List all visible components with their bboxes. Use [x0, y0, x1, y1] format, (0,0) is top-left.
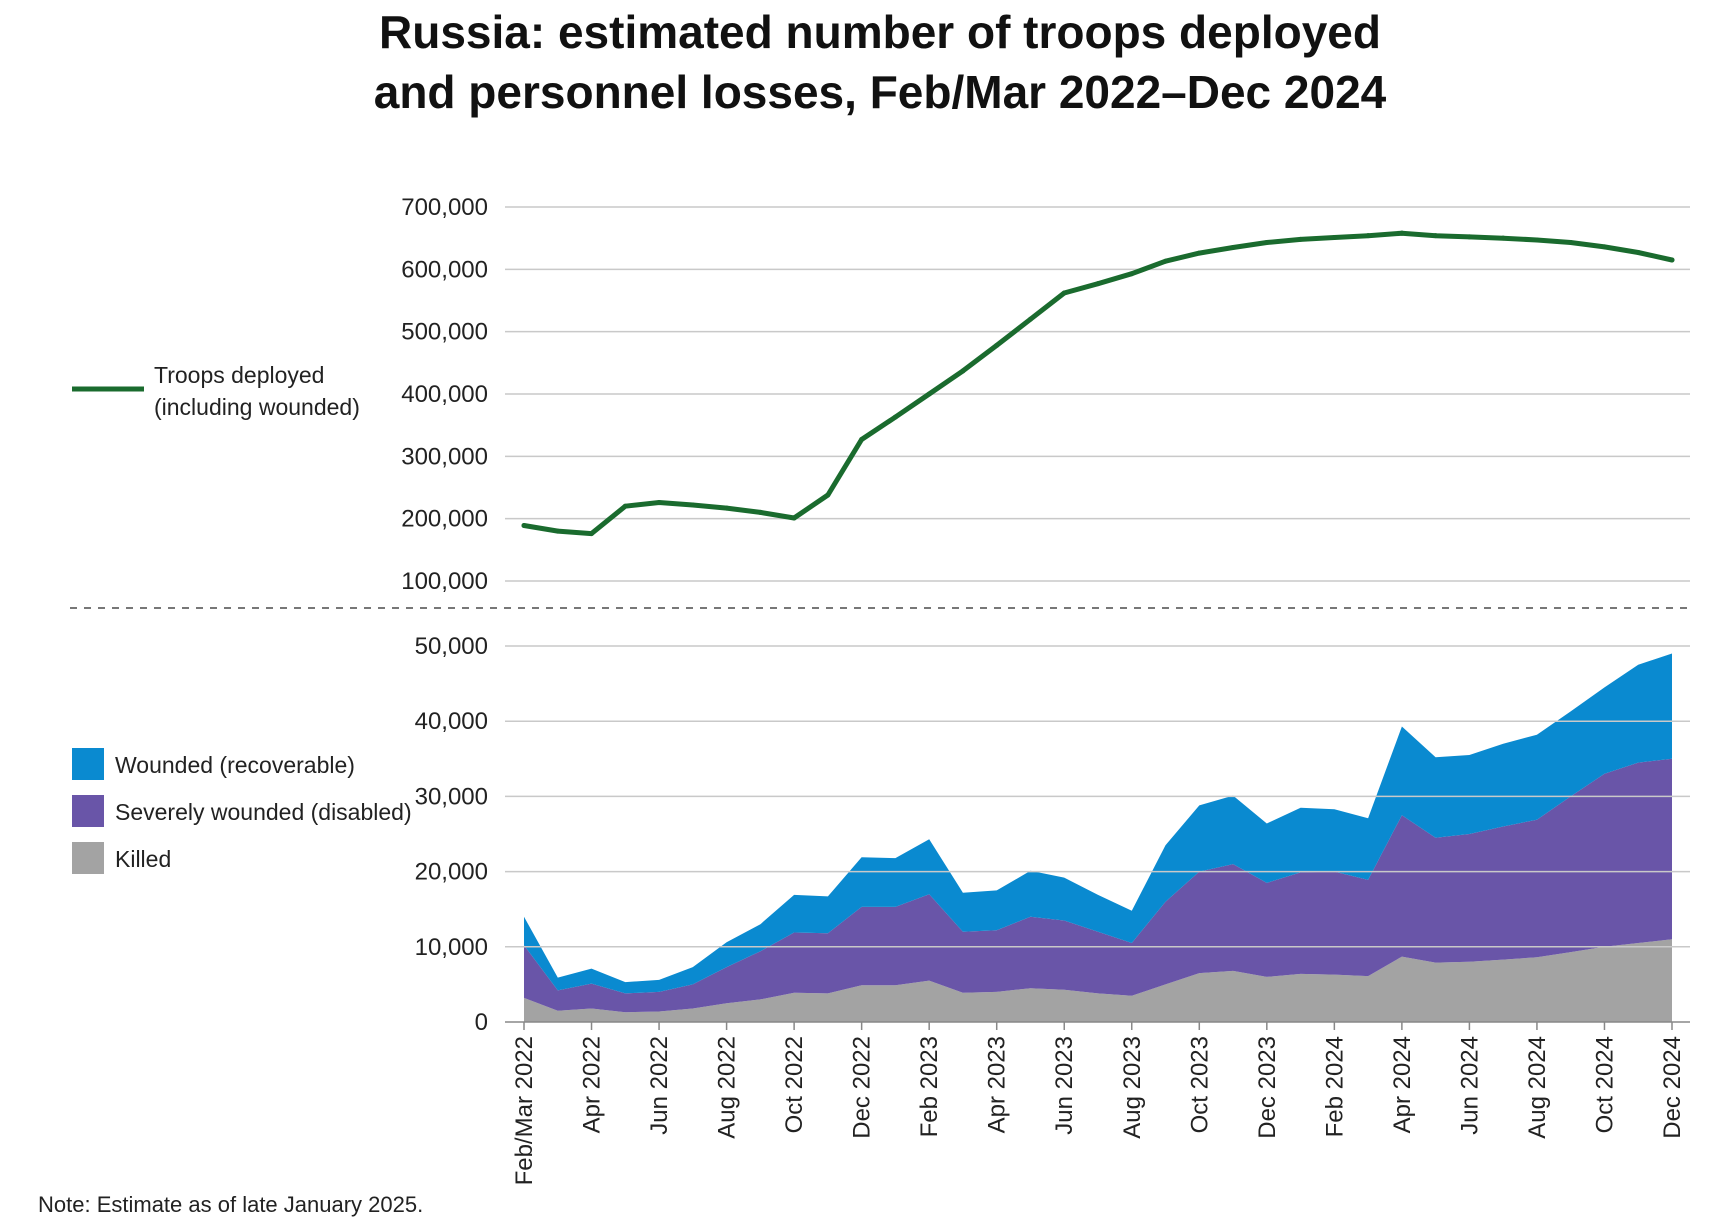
x-tick-label: Aug 2022 — [714, 1036, 741, 1139]
legend-troops-deployed: Troops deployed (including wounded) — [72, 362, 360, 420]
x-tick-label: Oct 2022 — [781, 1036, 808, 1133]
troops-deployed-line — [521, 230, 1675, 537]
top-y-tick-label: 100,000 — [401, 568, 488, 595]
troops-deployed-point — [1365, 233, 1371, 239]
troops-deployed-point — [892, 414, 898, 420]
bottom-y-tick-label: 50,000 — [415, 633, 488, 660]
troops-deployed-point — [690, 502, 696, 508]
legend-label-killed: Killed — [115, 846, 171, 872]
troops-deployed-point — [1129, 271, 1135, 277]
wounded-area — [524, 653, 1672, 994]
bottom-y-tick-label: 40,000 — [415, 708, 488, 735]
troops-deployed-point — [1399, 230, 1405, 236]
x-tick-label: Jun 2023 — [1051, 1036, 1078, 1135]
severely-wounded-area — [524, 758, 1672, 1013]
legend-troops-label-2: (including wounded) — [154, 394, 360, 420]
bottom-y-tick-label: 20,000 — [415, 859, 488, 886]
x-tick-label: Aug 2024 — [1524, 1036, 1551, 1139]
troops-deployed-point — [1061, 290, 1067, 296]
troops-deployed-point — [1669, 257, 1675, 263]
x-tick-label: Jun 2024 — [1456, 1036, 1483, 1135]
bottom-panel-series — [524, 653, 1672, 1022]
troops-deployed-point — [1635, 250, 1641, 256]
troops-deployed-point — [859, 437, 865, 443]
x-tick-label: Apr 2024 — [1389, 1036, 1416, 1133]
killed-area — [524, 939, 1672, 1022]
x-tick-label: Feb/Mar 2022 — [511, 1036, 538, 1185]
troops-deployed-point — [994, 342, 1000, 348]
chart-note: Note: Estimate as of late January 2025. — [38, 1192, 423, 1217]
x-tick-label: Feb 2024 — [1321, 1036, 1348, 1137]
legend-swatch-killed — [72, 842, 104, 874]
top-y-tick-label: 200,000 — [401, 506, 488, 533]
chart-title-line-1: Russia: estimated number of troops deplo… — [379, 6, 1381, 58]
bottom-panel-gridlines — [505, 645, 1690, 1023]
troops-deployed-point — [656, 499, 662, 505]
troops-deployed-point — [521, 523, 527, 529]
troops-deployed-point — [960, 368, 966, 374]
legend-areas: Wounded (recoverable) Severely wounded (… — [72, 748, 412, 874]
top-panel-y-ticks: 700,000 600,000 500,000 400,000 300,000 200,0… — [401, 194, 488, 595]
x-tick-label: Oct 2024 — [1591, 1036, 1618, 1133]
x-tick-label: Dec 2022 — [849, 1036, 876, 1139]
troops-deployed-point — [622, 503, 628, 509]
x-tick-label: Feb 2023 — [916, 1036, 943, 1137]
legend-label-severely-wounded: Severely wounded (disabled) — [115, 799, 412, 825]
troops-deployed-point — [1534, 237, 1540, 243]
troops-deployed-point — [1601, 244, 1607, 250]
troops-deployed-point — [1264, 240, 1270, 246]
legend-swatch-severely-wounded — [72, 795, 104, 827]
top-panel-series — [521, 230, 1675, 537]
troops-deployed-point — [724, 505, 730, 511]
troops-deployed-point — [1331, 235, 1337, 241]
legend-swatch-wounded — [72, 748, 104, 780]
x-tick-label: Apr 2023 — [984, 1036, 1011, 1133]
top-panel-gridlines — [505, 206, 1690, 582]
troops-deployed-point — [1163, 258, 1169, 264]
troops-deployed-point — [1196, 250, 1202, 256]
troops-deployed-point — [1027, 316, 1033, 322]
bottom-y-tick-label: 0 — [475, 1009, 488, 1036]
legend-troops-label-1: Troops deployed — [154, 362, 324, 388]
top-y-tick-label: 500,000 — [401, 319, 488, 346]
troops-deployed-point — [825, 492, 831, 498]
troops-deployed-point — [1433, 233, 1439, 239]
troops-deployed-point — [1568, 240, 1574, 246]
x-tick-label: Jun 2022 — [646, 1036, 673, 1135]
x-tick-label: Aug 2023 — [1119, 1036, 1146, 1139]
bottom-y-tick-label: 10,000 — [415, 934, 488, 961]
x-tick-label: Oct 2023 — [1186, 1036, 1213, 1133]
top-y-tick-label: 700,000 — [401, 194, 488, 221]
troops-deployed-point — [1500, 235, 1506, 241]
x-tick-label: Apr 2022 — [579, 1036, 606, 1133]
troops-deployed-point — [1230, 245, 1236, 251]
troops-deployed-point — [791, 515, 797, 521]
troops-deployed-point — [1298, 236, 1304, 242]
top-y-tick-label: 400,000 — [401, 381, 488, 408]
x-tick-label: Dec 2024 — [1659, 1036, 1686, 1139]
troops-deployed-point — [589, 531, 595, 537]
troops-deployed-point — [926, 391, 932, 397]
top-y-tick-label: 300,000 — [401, 443, 488, 470]
bottom-panel-y-ticks: 50,000 40,000 30,000 20,000 10,000 0 — [415, 633, 488, 1036]
top-y-tick-label: 600,000 — [401, 256, 488, 283]
x-tick-label: Dec 2023 — [1254, 1036, 1281, 1139]
legend-label-wounded: Wounded (recoverable) — [115, 752, 355, 778]
troops-deployed-point — [555, 528, 561, 534]
troops-deployed-point — [1466, 234, 1472, 240]
troops-deployed-point — [757, 509, 763, 515]
bottom-y-tick-label: 30,000 — [415, 783, 488, 810]
troops-deployed-point — [1095, 281, 1101, 287]
x-axis-ticks: Feb/Mar 2022 Apr 2022 Jun 2022 Aug 2022 Oct … — [511, 1022, 1686, 1185]
chart-title-line-2: and personnel losses, Feb/Mar 2022–Dec 2… — [374, 66, 1387, 118]
